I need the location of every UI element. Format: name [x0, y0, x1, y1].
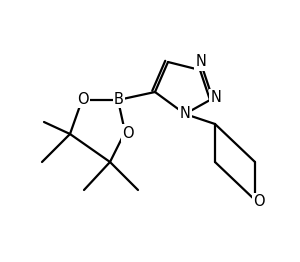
Text: N: N: [211, 90, 221, 106]
Text: O: O: [77, 91, 89, 106]
Text: O: O: [253, 194, 265, 210]
Text: N: N: [196, 54, 206, 69]
Text: N: N: [180, 106, 190, 122]
Text: B: B: [114, 91, 124, 106]
Text: O: O: [122, 125, 134, 140]
